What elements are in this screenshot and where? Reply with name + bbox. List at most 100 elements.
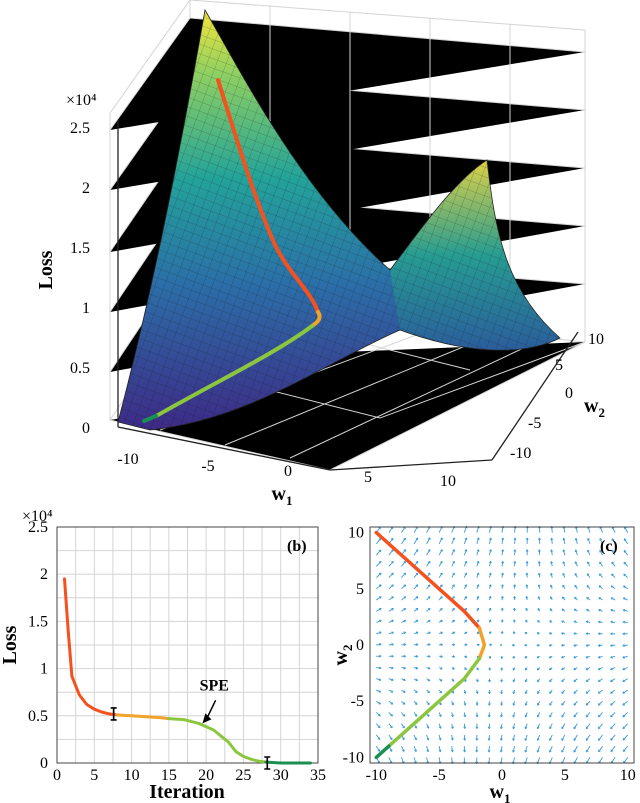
field-arrow	[622, 745, 629, 752]
w2-tick: -5	[528, 415, 541, 432]
field-arrow-head	[427, 666, 431, 670]
field-arrow-head	[488, 691, 491, 694]
field-arrow-head	[488, 619, 492, 622]
field-arrow-head	[573, 655, 576, 659]
field-arrow-head	[428, 643, 431, 647]
field-arrow	[451, 746, 453, 753]
field-arrow-head	[561, 738, 564, 741]
field-arrow-head	[537, 596, 541, 599]
field-arrow-head	[391, 572, 394, 576]
field-arrow	[563, 538, 566, 544]
field-arrow-head	[403, 537, 406, 541]
field-arrow-head	[475, 726, 479, 729]
field-arrow	[500, 734, 503, 741]
field-arrow	[375, 712, 381, 717]
field-arrow-head	[513, 549, 517, 552]
field-arrow-head	[622, 597, 626, 600]
field-arrow-head	[562, 596, 565, 600]
field-arrow-head	[427, 690, 430, 694]
field-arrow-head	[379, 643, 382, 646]
field-arrow-head	[538, 537, 541, 541]
field-arrow-head	[440, 631, 443, 635]
field-arrow	[598, 745, 603, 753]
z-tick: 1.5	[70, 240, 90, 257]
field-arrow-head	[586, 573, 590, 576]
field-arrow-head	[379, 619, 382, 623]
field-arrow-head	[487, 726, 491, 729]
field-arrow-head	[501, 560, 504, 564]
field-arrow-head	[415, 619, 419, 623]
b-x-tick: 30	[273, 767, 289, 784]
panel-b: 0 5 10 15 20 25 30 35 0 0.5 1 1.5 2 2.5 ×10⁴ Loss Ite…	[0, 508, 326, 803]
field-arrow-head	[611, 538, 615, 541]
field-arrow	[550, 549, 553, 556]
field-arrow	[463, 572, 467, 578]
panel-b-series	[63, 577, 312, 770]
field-arrow-head	[585, 703, 589, 706]
field-arrow-head	[464, 572, 468, 576]
w1-tick: 5	[364, 469, 372, 486]
field-arrow-head	[440, 666, 443, 670]
field-arrow-head	[452, 596, 455, 599]
field-arrow-head	[610, 726, 613, 730]
field-arrow-head	[585, 726, 589, 730]
w1-axis-line	[117, 426, 493, 471]
field-arrow-head	[415, 560, 419, 564]
field-arrow	[622, 700, 628, 706]
field-arrow-head	[610, 679, 613, 682]
field-arrow-head	[574, 561, 578, 564]
w1-tick: 10	[440, 473, 456, 490]
field-arrow-head	[452, 537, 455, 541]
field-arrow	[451, 537, 455, 545]
field-arrow-head	[537, 561, 541, 564]
field-arrow-head	[440, 549, 443, 552]
field-arrow-head	[440, 560, 443, 564]
field-arrow	[575, 538, 578, 544]
field-arrow-head	[377, 725, 381, 729]
field-arrow	[463, 549, 467, 556]
field-arrow-head	[426, 749, 430, 753]
field-arrow-head	[537, 703, 540, 706]
field-arrow	[514, 537, 516, 544]
field-arrow-head	[585, 620, 589, 624]
field-arrow	[622, 712, 629, 718]
field-arrow-head	[401, 749, 405, 752]
field-arrow	[376, 619, 382, 623]
field-arrow-head	[489, 537, 492, 541]
field-arrow-head	[378, 666, 382, 670]
field-arrow-head	[536, 749, 540, 753]
field-arrow-head	[536, 726, 540, 730]
field-arrow-head	[622, 737, 626, 741]
field-arrow-head	[561, 643, 564, 647]
field-arrow-head	[379, 654, 382, 658]
field-arrow	[598, 712, 603, 718]
field-arrow	[388, 572, 394, 578]
field-arrow-head	[610, 714, 613, 718]
field-arrow-head	[512, 691, 516, 694]
field-arrow-head	[574, 584, 577, 588]
field-arrow	[438, 746, 441, 752]
field-arrow	[611, 550, 616, 556]
field-arrow-head	[403, 678, 406, 682]
field-arrow-head	[610, 667, 613, 671]
field-arrow-head	[415, 596, 419, 599]
field-arrow-head	[610, 749, 614, 753]
field-arrow-head	[549, 608, 553, 611]
surface-descent-path	[142, 78, 322, 423]
field-arrow	[537, 745, 541, 753]
field-arrow-head	[536, 655, 540, 659]
field-arrow-head	[622, 691, 626, 694]
field-arrow-head	[476, 549, 480, 552]
field-arrow-head	[610, 691, 613, 694]
w1-tick: -10	[117, 451, 138, 468]
field-arrow	[476, 537, 480, 544]
field-arrow	[561, 745, 566, 753]
field-arrow-head	[488, 668, 492, 671]
field-arrow-head	[525, 584, 529, 587]
field-arrow-head	[611, 549, 615, 553]
field-arrow-head	[488, 656, 492, 659]
field-arrow-head	[598, 749, 601, 753]
field-arrow-head	[463, 691, 467, 694]
field-arrow-head	[536, 738, 540, 741]
field-arrow-head	[525, 596, 529, 599]
